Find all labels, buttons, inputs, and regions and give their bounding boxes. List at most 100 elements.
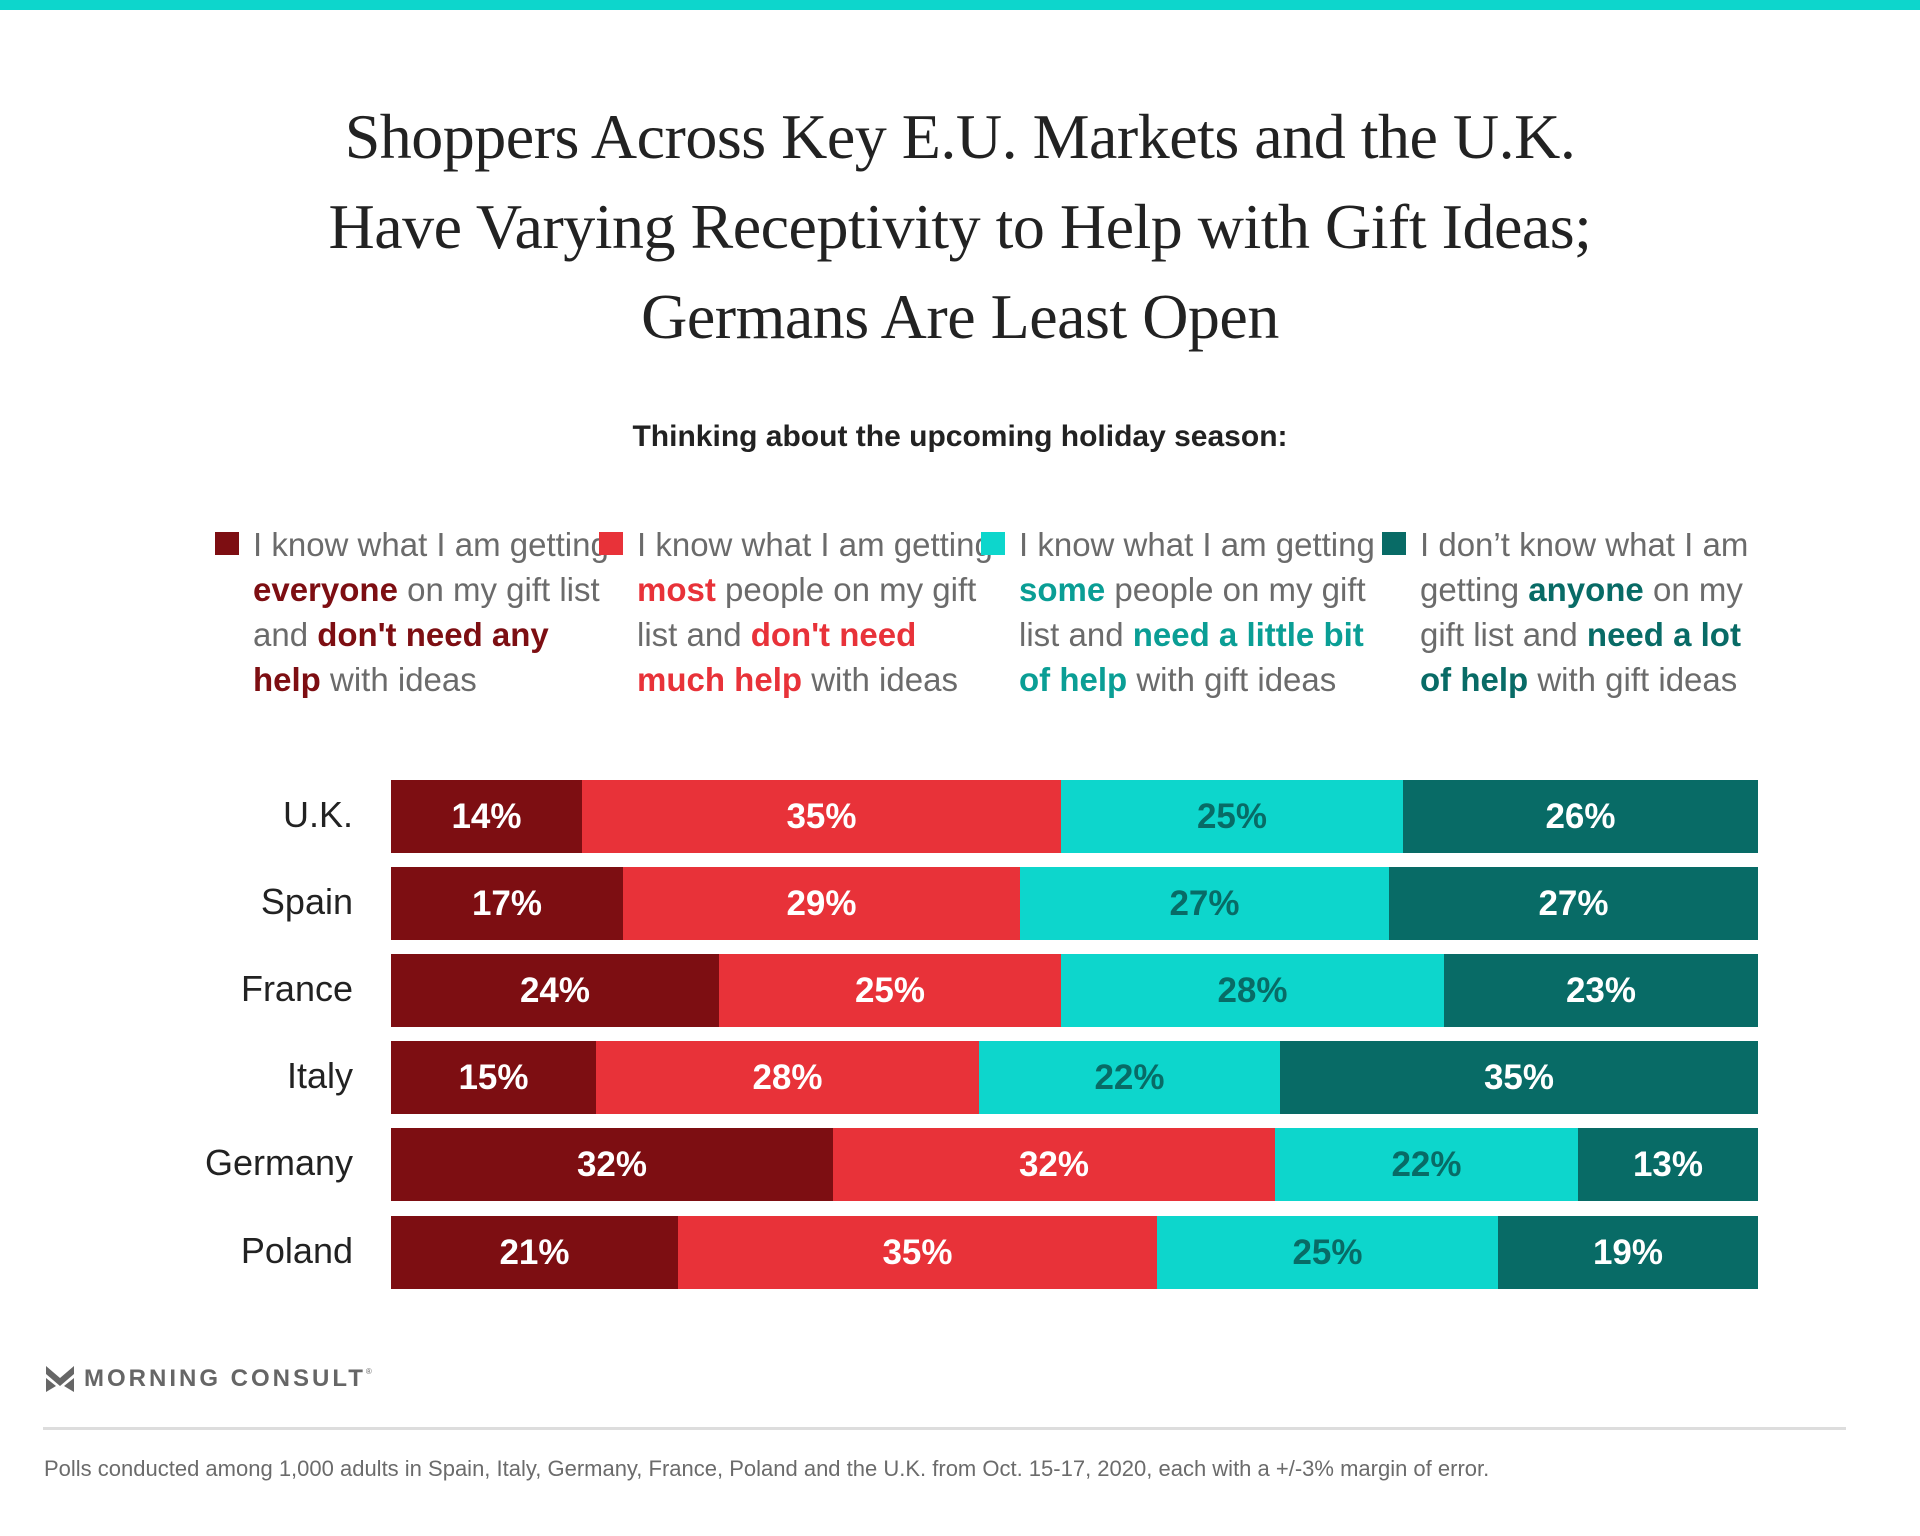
data-label: 28% (752, 1057, 823, 1097)
title-line-2: Have Varying Receptivity to Help with Gi… (328, 191, 1592, 262)
data-label: 24% (519, 970, 591, 1010)
bar-segment: 35% (1280, 1041, 1758, 1114)
legend-text-part: I know what I am getting (1019, 526, 1375, 563)
footnote: Polls conducted among 1,000 adults in Sp… (44, 1456, 1490, 1481)
bar-segment: 25% (719, 954, 1061, 1027)
legend-text-part: with ideas (320, 661, 477, 698)
legend-text-part: on my gift list and (1420, 571, 1743, 653)
legend-emphasis: need a lot of help (1420, 616, 1741, 698)
bar-segment: 13% (1578, 1128, 1758, 1201)
legend-label: I know what I am getting some people on … (1019, 522, 1379, 702)
bar-segment: 28% (1061, 954, 1444, 1027)
chart-title: Shoppers Across Key E.U. Markets and the… (0, 92, 1920, 362)
data-label: 19% (1592, 1232, 1664, 1272)
legend-item-everyone: I know what I am getting everyone on my … (215, 522, 613, 702)
legend-label: I don’t know what I am getting anyone on… (1420, 522, 1780, 702)
legend-text-part: people on my gift list and (1019, 571, 1366, 653)
bar-segment: 25% (1061, 780, 1403, 853)
data-label: 27% (1169, 883, 1240, 923)
legend-emphasis: some (1019, 571, 1106, 608)
legend-text-part: with gift ideas (1127, 661, 1337, 698)
data-label: 26% (1545, 796, 1616, 836)
legend-swatch (1382, 532, 1406, 555)
legend-swatch (599, 532, 623, 555)
bar-row: 14% 35% 25% 26% (391, 780, 1758, 853)
data-label: 27% (1538, 883, 1609, 923)
legend-text-part: with ideas (802, 661, 958, 698)
row-label: Poland (240, 1230, 353, 1271)
data-label: 22% (1391, 1144, 1462, 1184)
legend-swatch (981, 532, 1005, 555)
data-label: 29% (786, 883, 857, 923)
logo-text: MORNING CONSULT (84, 1365, 366, 1392)
legend-emphasis: need a little bit of help (1019, 616, 1364, 698)
bar-segment: 35% (582, 780, 1061, 853)
data-label: 25% (1196, 796, 1268, 836)
legend-emphasis: don't need any help (253, 616, 549, 698)
title-line-3: Germans Are Least Open (641, 281, 1279, 352)
legend-text-part: I know what I am getting (637, 526, 993, 563)
data-label: 22% (1094, 1057, 1165, 1097)
legend-emphasis: anyone (1528, 571, 1644, 608)
bar-segment: 14% (391, 780, 582, 853)
data-label: 35% (786, 796, 857, 836)
legend-emphasis: everyone (253, 571, 398, 608)
legend-label: I know what I am getting everyone on my … (253, 522, 613, 702)
legend-swatch (215, 532, 239, 555)
row-label: France (240, 968, 353, 1009)
data-label: 21% (499, 1232, 570, 1272)
title-line-1: Shoppers Across Key E.U. Markets and the… (344, 101, 1576, 172)
data-label: 13% (1632, 1144, 1704, 1184)
bar-segment: 19% (1498, 1216, 1758, 1289)
legend-item-some: I know what I am getting some people on … (981, 522, 1379, 702)
legend-label: I know what I am getting most people on … (637, 522, 997, 702)
data-label: 14% (451, 796, 522, 836)
bar-segment: 27% (1020, 867, 1389, 940)
bar-row: 32% 32% 22% 13% (391, 1128, 1758, 1201)
data-label: 28% (1217, 970, 1288, 1010)
logo-registered-mark: ® (365, 1366, 372, 1376)
bar-segment: 32% (833, 1128, 1275, 1201)
bar-row: 17% 29% 27% 27% (391, 867, 1758, 940)
legend-emphasis: most (637, 571, 716, 608)
bar-segment: 22% (979, 1041, 1280, 1114)
footer-divider (43, 1427, 1846, 1430)
data-label: 32% (1018, 1144, 1090, 1184)
bar-segment: 15% (391, 1041, 596, 1114)
bar-segment: 17% (391, 867, 623, 940)
bar-segment: 25% (1157, 1216, 1498, 1289)
bar-segment: 23% (1444, 954, 1758, 1027)
morning-consult-chevron-icon (46, 1366, 74, 1392)
top-accent-bar (0, 0, 1920, 10)
row-label: U.K. (282, 794, 353, 835)
bar-segment: 32% (391, 1128, 833, 1201)
legend-emphasis: don't need much help (637, 616, 917, 698)
legend-text-part: on my gift list and (253, 571, 600, 653)
legend-item-most: I know what I am getting most people on … (599, 522, 997, 702)
bar-segment: 27% (1389, 867, 1758, 940)
data-label: 25% (854, 970, 926, 1010)
bar-segment: 24% (391, 954, 719, 1027)
legend-text-part: I know what I am getting (253, 526, 609, 563)
data-label: 15% (458, 1057, 529, 1097)
data-label: 23% (1565, 970, 1637, 1010)
row-label: Germany (204, 1142, 353, 1183)
chart-subtitle: Thinking about the upcoming holiday seas… (632, 420, 1288, 453)
bar-segment: 35% (678, 1216, 1157, 1289)
legend-text-part: people on my gift list and (637, 571, 977, 653)
bar-row: 15% 28% 22% 35% (391, 1041, 1758, 1114)
morning-consult-logo: MORNING CONSULT ® (46, 1365, 372, 1393)
row-label: Italy (286, 1055, 353, 1096)
bar-segment: 22% (1275, 1128, 1578, 1201)
bar-row: 24% 25% 28% 23% (391, 954, 1758, 1027)
bar-segment: 29% (623, 867, 1020, 940)
bar-row: 21% 35% 25% 19% (391, 1216, 1758, 1289)
row-label: Spain (260, 881, 353, 922)
bar-segment: 26% (1403, 780, 1758, 853)
data-label: 35% (882, 1232, 953, 1272)
bar-segment: 21% (391, 1216, 678, 1289)
data-label: 32% (576, 1144, 648, 1184)
data-label: 17% (471, 883, 543, 923)
data-label: 35% (1483, 1057, 1555, 1097)
data-label: 25% (1292, 1232, 1363, 1272)
